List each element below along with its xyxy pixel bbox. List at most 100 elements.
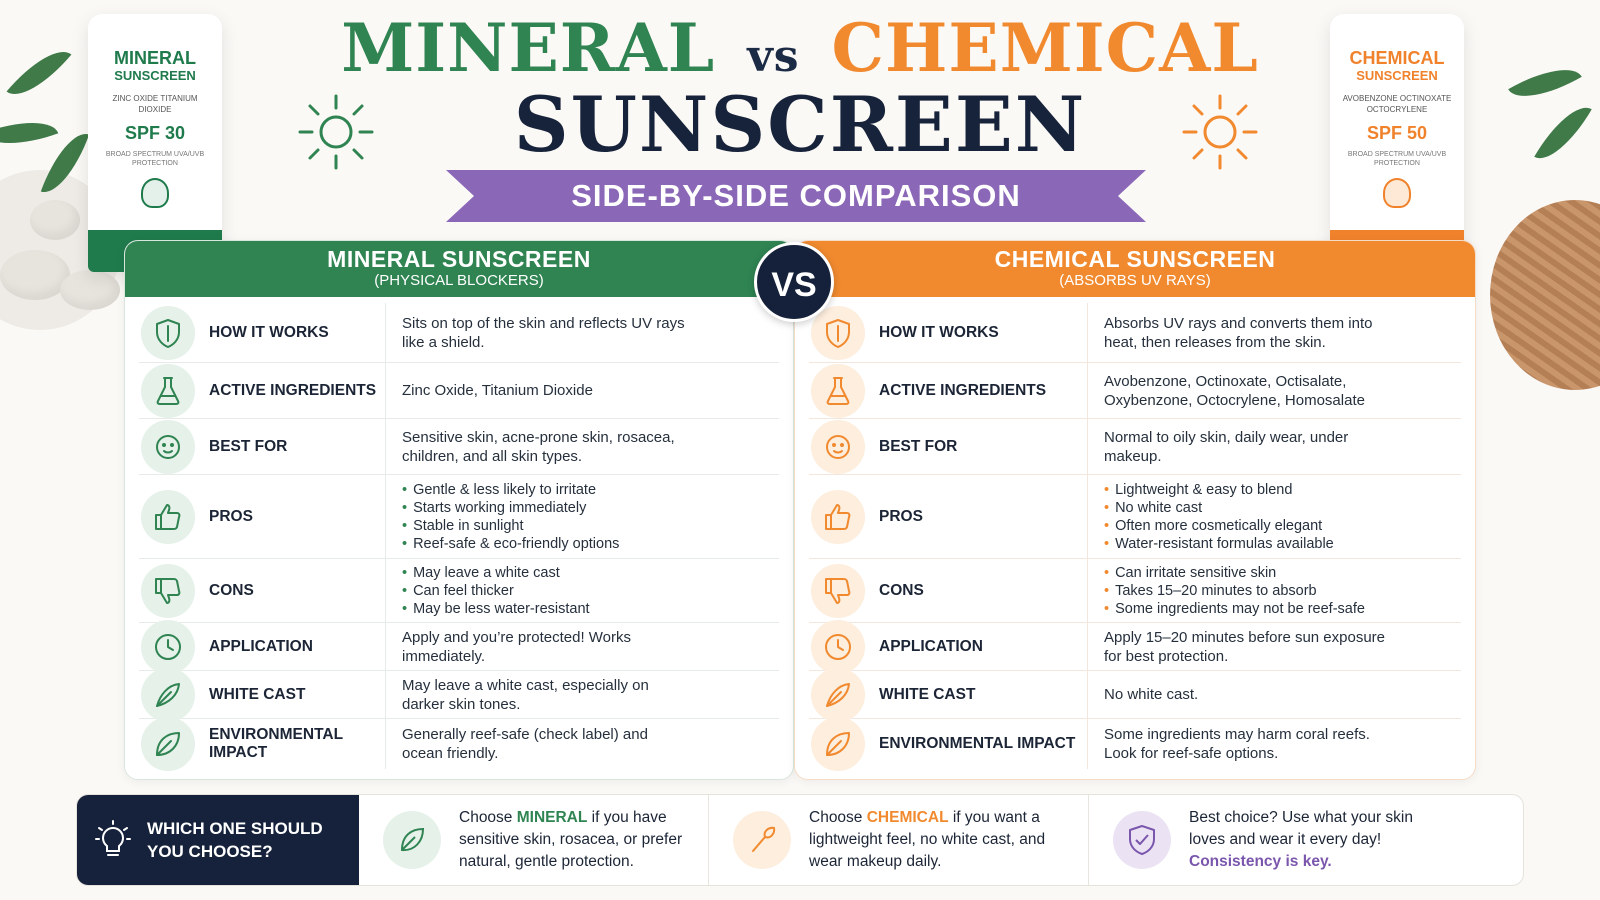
shield-icon	[811, 305, 865, 360]
bullet-list: May leave a white castCan feel thickerMa…	[402, 564, 779, 618]
row-value: Gentle & less likely to irritateStarts w…	[385, 475, 779, 558]
mineral-rows: HOW IT WORKS Sits on top of the skin and …	[125, 297, 793, 771]
footer-mineral-cell: Choose MINERAL if you have sensitive ski…	[359, 795, 709, 885]
title-chemical: CHEMICAL	[831, 9, 1259, 87]
comparison-row: APPLICATION Apply 15–20 minutes before su…	[809, 619, 1461, 674]
clock-icon	[141, 619, 195, 674]
tube-line1: CHEMICAL	[1349, 48, 1445, 68]
comparison-row: HOW IT WORKS Sits on top of the skin and …	[139, 303, 779, 363]
row-value: Lightweight & easy to blendNo white cast…	[1087, 475, 1461, 558]
row-text: No white cast.	[1104, 686, 1199, 703]
row-label: WHITE CAST	[879, 685, 976, 703]
bullet-item: Can feel thicker	[402, 582, 779, 600]
row-text: Avobenzone, Octinoxate, Octisalate, Oxyb…	[1104, 372, 1365, 409]
row-text: May leave a white cast, especially on da…	[402, 676, 649, 713]
bullet-item: Water-resistant formulas available	[1104, 535, 1461, 553]
footer-mineral-text: Choose MINERAL if you have sensitive ski…	[459, 807, 708, 873]
row-text: Sensitive skin, acne-prone skin, rosacea…	[402, 428, 675, 465]
comparison-row: CONS Can irritate sensitive skinTakes 15–…	[809, 559, 1461, 623]
bullet-item: Can irritate sensitive skin	[1104, 564, 1461, 582]
basket-decoration	[1490, 200, 1600, 390]
row-value: Generally reef-safe (check label) and oc…	[385, 719, 779, 769]
flask-icon	[141, 363, 195, 418]
chemical-rows: HOW IT WORKS Absorbs UV rays and converts…	[795, 297, 1475, 771]
tube-ingredients: AVOBENZONE OCTINOXATE OCTOCRYLENE	[1342, 94, 1452, 114]
bullet-item: No white cast	[1104, 499, 1461, 517]
footer-mineral-keyword: MINERAL	[516, 809, 588, 826]
comparison-row: BEST FOR Normal to oily skin, daily wear,…	[809, 419, 1461, 475]
row-value: Normal to oily skin, daily wear, under m…	[1087, 419, 1461, 474]
tube-line2: SUNSCREEN	[1356, 68, 1438, 83]
bullet-item: Lightweight & easy to blend	[1104, 481, 1461, 499]
row-text: Normal to oily skin, daily wear, under m…	[1104, 428, 1349, 465]
comparison-row: ACTIVE INGREDIENTS Avobenzone, Octinoxate…	[809, 363, 1461, 419]
comparison-row: BEST FOR Sensitive skin, acne-prone skin,…	[139, 419, 779, 475]
bullet-item: Reef-safe & eco-friendly options	[402, 535, 779, 553]
tube-note: BROAD SPECTRUM UVA/UVB PROTECTION	[105, 151, 205, 167]
chemical-panel: CHEMICAL SUNSCREEN (ABSORBS UV RAYS) HOW…	[794, 240, 1476, 780]
tube-spf: SPF 30	[124, 123, 186, 143]
row-label: WHITE CAST	[209, 685, 306, 703]
feather-icon	[811, 667, 865, 722]
footer-chemical-keyword: CHEMICAL	[866, 809, 949, 826]
row-value: Sits on top of the skin and reflects UV …	[385, 303, 779, 362]
pebble-decoration	[30, 200, 80, 240]
vs-badge: VS	[754, 242, 834, 322]
pebble-decoration	[60, 270, 120, 310]
comparison-row: ACTIVE INGREDIENTS Zinc Oxide, Titanium D…	[139, 363, 779, 419]
tube-line1: MINERAL	[114, 48, 196, 68]
sun-icon	[1182, 94, 1258, 170]
bullet-list: Can irritate sensitive skinTakes 15–20 m…	[1104, 564, 1461, 618]
main-title: MINERAL vs CHEMICAL	[0, 10, 1600, 95]
row-text: Absorbs UV rays and converts them into h…	[1104, 314, 1373, 351]
row-label: APPLICATION	[879, 637, 983, 655]
comparison-row: ENVIRONMENTAL IMPACT Some ingredients may…	[809, 717, 1461, 771]
chemical-panel-header: CHEMICAL SUNSCREEN (ABSORBS UV RAYS)	[795, 241, 1475, 297]
footer-best-cell: Best choice? Use what your skin loves an…	[1089, 795, 1523, 885]
row-text: Apply 15–20 minutes before sun exposure …	[1104, 628, 1386, 665]
row-value: May leave a white castCan feel thickerMa…	[385, 559, 779, 622]
bullet-item: May leave a white cast	[402, 564, 779, 582]
mineral-panel-header: MINERAL SUNSCREEN (PHYSICAL BLOCKERS)	[125, 241, 793, 297]
tube-ingredients: ZINC OXIDE TITANIUM DIOXIDE	[112, 94, 198, 114]
thumbs-down-icon	[811, 563, 865, 618]
leaf-icon	[383, 811, 441, 869]
row-label: HOW IT WORKS	[879, 323, 999, 341]
lightbulb-icon	[95, 820, 131, 856]
mineral-heading: MINERAL SUNSCREEN	[327, 246, 591, 272]
bullet-item: Takes 15–20 minutes to absorb	[1104, 582, 1461, 600]
footer-best-text: Best choice? Use what your skin loves an…	[1189, 807, 1429, 873]
row-label: ACTIVE INGREDIENTS	[209, 381, 377, 399]
row-text: Apply and you’re protected! Works immedi…	[402, 628, 632, 665]
row-value: May leave a white cast, especially on da…	[385, 671, 779, 718]
footer-mineral-post: if you have sensitive skin, rosacea, or …	[459, 809, 683, 870]
row-label: APPLICATION	[209, 637, 313, 655]
leaf-icon	[811, 717, 865, 771]
title-mineral: MINERAL	[341, 9, 716, 87]
feather-icon	[141, 667, 195, 722]
comparison-row: WHITE CAST No white cast.	[809, 667, 1461, 722]
footer-best-body: Best choice? Use what your skin loves an…	[1189, 809, 1413, 848]
row-text: Zinc Oxide, Titanium Dioxide	[402, 382, 593, 399]
row-value: No white cast.	[1087, 671, 1461, 718]
shield-icon	[141, 305, 195, 360]
row-label: PROS	[879, 507, 923, 525]
bullet-list: Lightweight & easy to blendNo white cast…	[1104, 481, 1461, 553]
row-label: CONS	[209, 581, 254, 599]
row-value: Absorbs UV rays and converts them into h…	[1087, 303, 1461, 362]
subtitle-ribbon: SIDE-BY-SIDE COMPARISON	[446, 170, 1146, 222]
row-value: Some ingredients may harm coral reefs. L…	[1087, 719, 1461, 769]
row-label: ENVIRONMENTAL IMPACT	[879, 735, 1076, 752]
row-value: Avobenzone, Octinoxate, Octisalate, Oxyb…	[1087, 363, 1461, 418]
footer-question: WHICH ONE SHOULD YOU CHOOSE?	[147, 819, 323, 861]
row-label: CONS	[879, 581, 924, 599]
tube-line2: SUNSCREEN	[114, 68, 196, 83]
comparison-row: ENVIRONMENTAL IMPACT Generally reef-safe …	[139, 717, 779, 771]
bullet-item: Often more cosmetically elegant	[1104, 517, 1461, 535]
sun-icon	[298, 94, 374, 170]
mineral-panel: MINERAL SUNSCREEN (PHYSICAL BLOCKERS) HO…	[124, 240, 794, 780]
choose-footer: WHICH ONE SHOULD YOU CHOOSE? Choose MINE…	[76, 794, 1524, 886]
row-label: BEST FOR	[879, 437, 958, 455]
shield-icon	[141, 178, 169, 208]
bullet-item: May be less water-resistant	[402, 600, 779, 618]
